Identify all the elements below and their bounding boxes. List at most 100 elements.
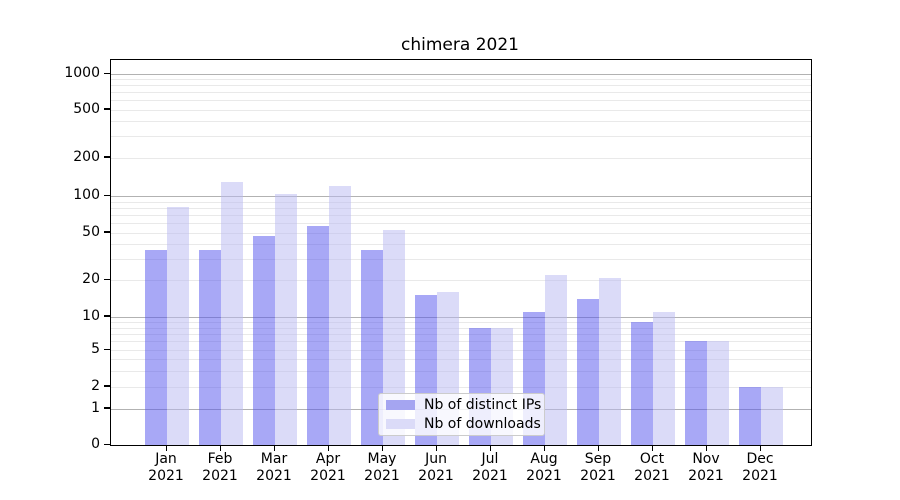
minor-gridline [111,207,811,209]
legend-swatch-downloads [386,419,415,429]
bar-downloads-mar [275,194,297,445]
x-tick-mark [597,445,599,451]
legend-item: Nb of distinct IPs [379,397,544,413]
minor-gridline [111,333,811,335]
x-tick-label: Dec 2021 [730,451,790,485]
x-tick-month: Jul [481,451,499,467]
y-tick-label: 20 [82,271,100,288]
minor-gridline [111,92,811,94]
x-tick-month: Apr [315,451,341,467]
minor-gridline [111,350,811,352]
legend-item: Nb of downloads [379,416,544,432]
y-tick-mark [104,72,110,74]
x-tick-month: Oct [639,451,665,467]
x-tick-month: Aug [530,451,558,467]
x-tick-label: Jul 2021 [460,451,520,485]
x-tick-mark [219,445,221,451]
y-tick-mark [104,443,110,445]
y-tick-mark [104,407,110,409]
x-tick-year: 2021 [580,468,616,484]
bar-distinct-ips-dec [739,386,761,445]
minor-gridline [111,157,811,159]
x-tick-year: 2021 [418,468,454,484]
minor-gridline [111,201,811,203]
y-tick-label: 500 [73,100,100,117]
x-tick-year: 2021 [472,468,508,484]
y-tick-label: 100 [73,187,100,203]
minor-gridline [111,232,811,234]
legend-label: Nb of downloads [424,416,541,432]
x-tick-year: 2021 [688,468,724,484]
x-tick-label: Jun 2021 [406,451,466,485]
x-tick-month: May [367,451,397,467]
major-gridline [111,196,811,197]
bar-distinct-ips-apr [307,225,329,445]
x-tick-month: Dec [746,451,774,467]
x-tick-mark [543,445,545,451]
x-tick-label: May 2021 [352,451,412,485]
x-tick-mark [273,445,275,451]
bar-distinct-ips-nov [685,341,707,445]
legend-swatch-distinct-ips [386,400,415,410]
minor-gridline [111,280,811,282]
bar-downloads-may [383,229,405,445]
minor-gridline [111,259,811,261]
x-tick-month: Jun [425,451,447,467]
minor-gridline [111,321,811,323]
x-tick-mark [381,445,383,451]
x-tick-label: Feb 2021 [190,451,250,485]
y-tick-label: 2 [91,377,100,394]
y-tick-mark [104,194,110,196]
x-tick-month: Sep [584,451,612,467]
x-tick-mark [705,445,707,451]
y-tick-mark [104,231,110,233]
x-tick-year: 2021 [148,468,184,484]
minor-gridline [111,244,811,246]
x-tick-year: 2021 [256,468,292,484]
y-tick-mark [104,278,110,281]
bar-downloads-sep [599,277,621,445]
minor-gridline [111,359,811,361]
x-tick-label: Nov 2021 [676,451,736,485]
minor-gridline [111,136,811,138]
minor-gridline [111,341,811,343]
bar-distinct-ips-jan [145,249,167,445]
y-tick-mark [104,348,110,351]
x-tick-year: 2021 [202,468,238,484]
x-tick-label: Oct 2021 [622,451,682,485]
bar-downloads-oct [653,311,675,445]
x-tick-label: Mar 2021 [244,451,304,485]
x-tick-mark [165,445,167,451]
x-tick-mark [651,445,653,451]
bar-downloads-nov [707,341,729,445]
major-gridline [111,74,811,75]
y-tick-label: 0 [91,436,100,452]
minor-gridline [111,214,811,216]
y-tick-mark [104,385,110,387]
y-tick-mark [104,108,110,110]
major-gridline [111,316,811,318]
bar-distinct-ips-oct [631,321,653,445]
x-tick-month: Feb [207,451,233,467]
y-tick-label: 1 [91,399,100,416]
minor-gridline [111,85,811,87]
plot-area [110,59,812,446]
minor-gridline [111,121,811,123]
x-tick-label: Sep 2021 [568,451,628,485]
y-tick-mark [104,156,110,158]
x-tick-month: Nov [692,451,720,467]
x-tick-year: 2021 [364,468,400,484]
x-tick-label: Apr 2021 [298,451,358,485]
legend-label: Nb of distinct IPs [424,397,542,413]
bar-downloads-apr [329,186,351,445]
minor-gridline [111,327,811,329]
bar-downloads-jan [167,206,189,445]
minor-gridline [111,370,811,372]
bar-downloads-dec [761,386,783,445]
x-tick-month: Mar [260,451,288,467]
minor-gridline [111,386,811,388]
legend: Nb of distinct IPs Nb of downloads [378,393,545,436]
x-tick-year: 2021 [742,468,778,484]
x-tick-mark [435,445,437,451]
x-tick-year: 2021 [526,468,562,484]
